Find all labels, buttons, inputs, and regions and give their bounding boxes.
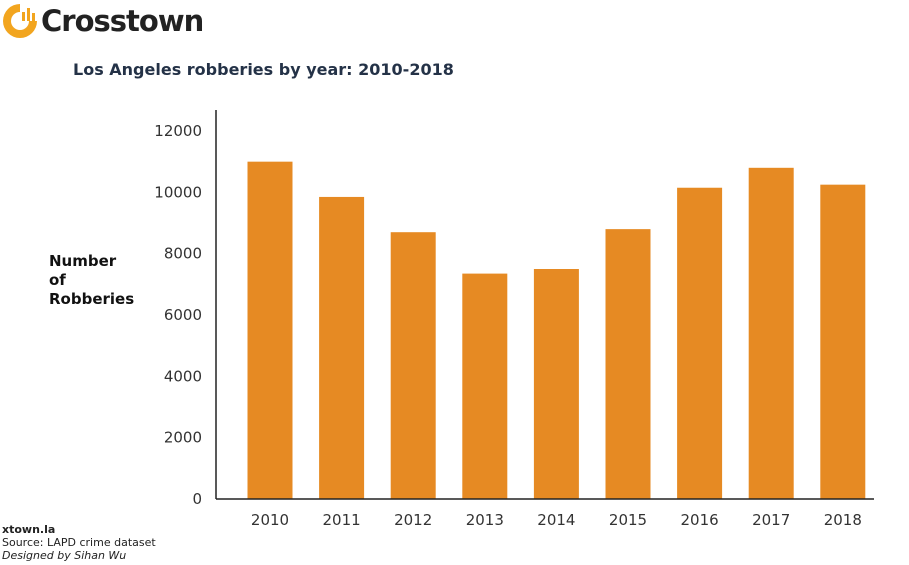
y-axis-label: Number of Robberies bbox=[49, 252, 159, 309]
x-tick-label: 2013 bbox=[466, 511, 504, 529]
x-tick-label: 2017 bbox=[752, 511, 790, 529]
y-axis-label-line: of bbox=[49, 271, 66, 289]
footer-designer: Designed by Sihan Wu bbox=[2, 549, 127, 562]
x-axis-ticks: 2010 2011 2012 2013 2014 2015 2016 2017 2018 bbox=[251, 511, 862, 529]
y-tick-label: 12000 bbox=[154, 122, 202, 140]
brand: Crosstown bbox=[2, 2, 204, 40]
y-tick-label: 10000 bbox=[154, 183, 202, 201]
bar-2014 bbox=[533, 269, 579, 499]
bar-2011 bbox=[319, 196, 365, 499]
y-tick-label: 2000 bbox=[164, 429, 202, 447]
footer-site: xtown.la bbox=[2, 523, 56, 536]
x-tick-label: 2011 bbox=[323, 511, 361, 529]
brand-name: Crosstown bbox=[41, 4, 204, 38]
bar-2018 bbox=[820, 184, 866, 499]
y-axis-label-line: Number bbox=[49, 252, 117, 270]
bar-2010 bbox=[247, 161, 293, 499]
y-tick-label: 0 bbox=[192, 490, 202, 508]
bar-2017 bbox=[748, 167, 794, 500]
bar-2016 bbox=[677, 187, 723, 499]
y-axis-label-line: Robberies bbox=[49, 290, 135, 308]
crosstown-logo-icon bbox=[3, 3, 38, 38]
chart-title: Los Angeles robberies by year: 2010-2018 bbox=[73, 60, 454, 79]
y-tick-label: 8000 bbox=[164, 245, 202, 263]
bar-2012 bbox=[390, 232, 436, 499]
footer-source: Source: LAPD crime dataset bbox=[2, 536, 156, 549]
x-tick-label: 2018 bbox=[824, 511, 862, 529]
footer: xtown.la Source: LAPD crime dataset Desi… bbox=[2, 523, 156, 562]
bar-2015 bbox=[605, 229, 651, 499]
x-tick-label: 2015 bbox=[609, 511, 647, 529]
x-tick-label: 2012 bbox=[394, 511, 432, 529]
x-tick-label: 2010 bbox=[251, 511, 289, 529]
bars bbox=[247, 161, 866, 500]
y-tick-label: 4000 bbox=[164, 367, 202, 385]
x-tick-label: 2014 bbox=[537, 511, 575, 529]
x-tick-label: 2016 bbox=[681, 511, 719, 529]
bar-2013 bbox=[462, 273, 508, 499]
y-tick-label: 6000 bbox=[164, 306, 202, 324]
y-axis-ticks: 0 2000 4000 6000 8000 10000 12000 bbox=[154, 122, 202, 508]
